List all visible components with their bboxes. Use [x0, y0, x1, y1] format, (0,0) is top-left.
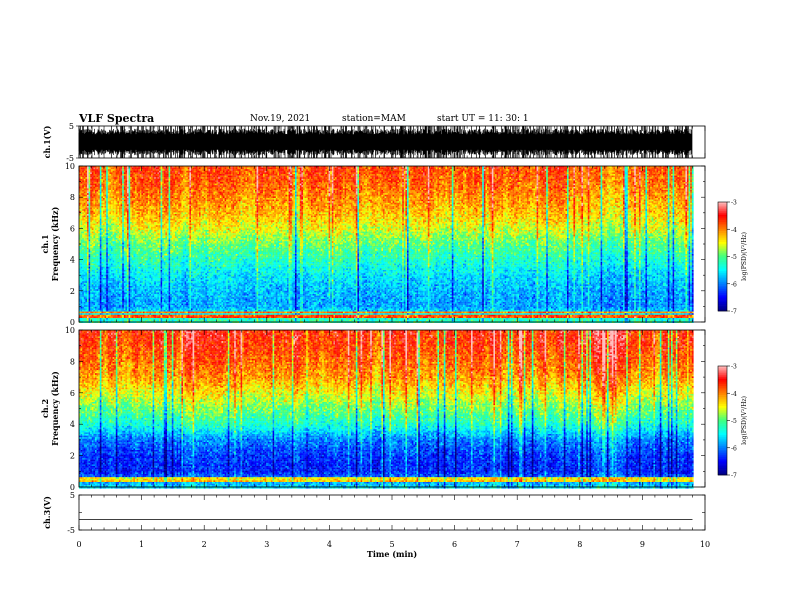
ch1-spectrogram-ytick-label: 4	[70, 256, 75, 265]
ch3-waveform-panel: 5 -5 ch.3(V)	[42, 491, 705, 535]
ch3-ylabel: ch.3(V)	[42, 496, 52, 529]
ch1-spectrogram-ytick-label: 8	[70, 193, 75, 202]
ch1-spectrogram-colorbar-tick: -5	[731, 254, 737, 261]
ch2-spectrogram-ytick-label: 6	[70, 389, 75, 398]
ch2-spectrogram-ytick-label: 10	[65, 326, 75, 335]
x-axis-label: Time (min)	[367, 549, 417, 559]
ch1-spectrogram-ytick-label: 10	[65, 162, 75, 171]
ch1-waveform-trace	[79, 126, 692, 158]
x-tick-label: 1	[139, 540, 144, 549]
ch2-spectrogram-cells	[79, 330, 694, 489]
ch2-spectrogram-colorbar-tick: -4	[731, 391, 737, 398]
ch1-spectrogram-colorbar: -3 -4 -5 -6 -7 log(PSD)(V²/Hz)	[718, 200, 748, 316]
x-tick-label: 5	[389, 540, 394, 549]
x-tick-label: 7	[515, 540, 520, 549]
ch2-spectrogram-ylabel-channel: ch.2	[40, 399, 50, 418]
ch2-spectrogram-colorbar: -3 -4 -5 -6 -7 log(PSD)(V²/Hz)	[718, 364, 748, 480]
ch2-spectrogram-colorbar-label: log(PSD)(V²/Hz)	[741, 396, 748, 445]
ch1-spectrogram-colorbar-tick: -4	[731, 227, 737, 234]
x-tick-label: 6	[452, 540, 457, 549]
ch1-ylabel: ch.1(V)	[42, 125, 52, 158]
ch2-spectrogram-colorbar-tick: -7	[731, 473, 737, 480]
x-tick-label: 3	[264, 540, 269, 549]
x-tick-label: 2	[202, 540, 207, 549]
x-tick-label: 8	[577, 540, 582, 549]
ch1-spectrogram-ytick-label: 2	[70, 287, 75, 296]
ch3-waveform-frame	[79, 495, 705, 530]
ch1-spectrogram-cells	[79, 166, 694, 323]
x-tick-label: 0	[76, 540, 81, 549]
ch2-spectrogram-ylabel-frequency: Frequency (kHz)	[50, 371, 60, 446]
ch1-waveform-panel: 5-5ch.1(V)	[42, 122, 705, 163]
ch3-ytick-label: 5	[70, 491, 75, 500]
ch1-spectrogram-colorbar-tick: -6	[731, 281, 737, 288]
ch2-spectrogram-ytick-label: 4	[70, 420, 75, 429]
ch1-spectrogram-colorbar-tick: -3	[731, 200, 737, 207]
ch2-spectrogram-ytick-label: 8	[70, 357, 75, 366]
ch3-ytick-label: -5	[67, 526, 75, 535]
ch2-spectrogram-colorbar-tick: -5	[731, 418, 737, 425]
x-tick-label: 4	[327, 540, 332, 549]
ch1-ytick-label: 5	[69, 122, 74, 131]
x-tick-label: 9	[640, 540, 645, 549]
ch1-spectrogram-ytick-label: 6	[70, 224, 75, 233]
ch1-spectrogram-ylabel-channel: ch.1	[40, 234, 50, 253]
ch2-spectrogram-colorbar-tick: -3	[731, 364, 737, 371]
ch1-spectrogram-colorbar-label: log(PSD)(V²/Hz)	[741, 232, 748, 281]
x-axis: 0 1 2 3 4 5 6 7 8 9 10 Time (min)	[76, 540, 710, 559]
ch2-spectrogram-colorbar-tick: -6	[731, 445, 737, 452]
ch2-spectrogram-ytick-label: 2	[70, 452, 75, 461]
ch1-spectrogram-colorbar-tick: -7	[731, 309, 737, 316]
x-tick-label: 10	[700, 540, 710, 549]
ch1-spectrogram-ylabel-frequency: Frequency (kHz)	[50, 206, 60, 281]
